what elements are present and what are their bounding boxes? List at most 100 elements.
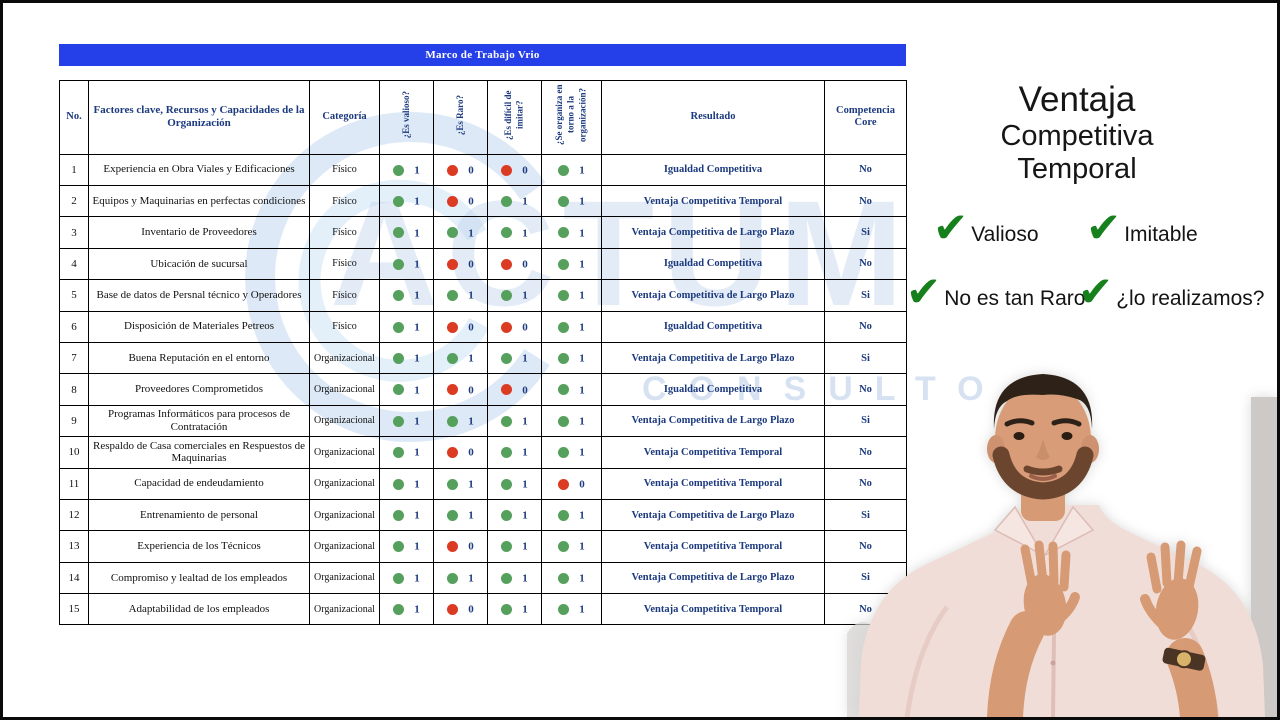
check-label-imitable: Imitable [1124,222,1198,246]
green-dot-icon [558,164,570,176]
row-no: 10 [59,436,89,469]
table-row: 9 Programas Informáticos para procesos d… [59,404,907,438]
dot-value: 1 [468,509,474,522]
row-category: Físico [309,184,380,218]
dot-value: 1 [579,195,585,208]
row-category: Organizacional [309,467,380,500]
row-organized-cell: 1 [541,279,602,312]
green-dot-icon [501,541,513,553]
row-no: 7 [59,341,89,375]
check-label-no-es-tan-raro: No es tan Raro [944,286,1086,310]
row-core: No [824,153,907,186]
row-factor: Base de datos de Persnal técnico y Opera… [88,279,310,312]
red-dot-icon [501,258,513,270]
table-row: 13 Experiencia de los Técnicos Organizac… [59,530,907,563]
vrio-framework-section: Marco de Trabajo Vrio No. Factores clave… [59,44,907,626]
row-result: Igualdad Competitiva [601,153,825,186]
row-no: 15 [59,593,89,626]
dot-value: 1 [468,415,474,428]
check-label-valioso: Valioso [971,222,1039,246]
row-imitate-cell: 1 [487,593,542,626]
row-core: Si [824,216,907,249]
row-imitate-cell: 1 [487,184,542,218]
green-dot-icon [393,447,405,459]
red-dot-icon [447,384,459,396]
table-row: 5 Base de datos de Persnal técnico y Ope… [59,279,907,312]
red-dot-icon [558,478,570,490]
green-dot-icon [558,541,570,553]
green-dot-icon [447,290,459,302]
dot-value: 1 [522,195,528,208]
green-dot-icon [501,196,513,207]
dot-value: 1 [468,478,474,491]
row-valuable-cell: 1 [379,216,434,249]
dot-value: 1 [522,540,528,553]
row-organized-cell: 1 [541,310,602,343]
side-title-line2: Competitiva [1000,120,1154,152]
row-no: 3 [59,216,89,249]
presenter-photo [847,374,1277,717]
green-dot-icon [393,321,405,333]
dot-value: 1 [414,383,420,396]
dot-value: 0 [579,478,585,491]
dot-value: 1 [468,572,474,585]
green-dot-icon [558,227,570,239]
row-category: Físico [309,216,380,249]
row-no: 9 [59,404,89,438]
dot-value: 1 [414,540,420,553]
dot-value: 1 [414,478,420,491]
row-factor: Respaldo de Casa comerciales en Respuest… [88,436,310,469]
row-category: Organizacional [309,498,380,532]
col-header-imitate-label: ¿Es difícil de imitar? [502,90,525,140]
row-valuable-cell: 1 [379,561,434,595]
table-row: 12 Entrenamiento de personal Organizacio… [59,498,907,532]
row-rare-cell: 0 [433,436,488,469]
green-dot-icon [558,290,570,302]
green-dot-icon [447,352,459,364]
col-header-core: Competencia Core [824,80,907,155]
green-dot-icon [393,352,405,364]
row-category: Físico [309,247,380,281]
col-header-no: No. [59,80,89,155]
dot-value: 1 [414,415,420,428]
row-no: 8 [59,373,89,406]
dot-value: 1 [522,509,528,522]
check-item-valioso: ✔ Valioso [933,207,1039,252]
row-category: Organizacional [309,436,380,469]
dot-value: 0 [522,164,528,177]
row-category: Organizacional [309,593,380,626]
row-result: Ventaja Competitiva Temporal [601,184,825,218]
row-factor: Adaptabilidad de los empleados [88,593,310,626]
green-dot-icon [447,415,459,427]
row-organized-cell: 1 [541,247,602,281]
col-header-factors: Factores clave, Recursos y Capacidades d… [88,80,310,155]
red-dot-icon [447,196,459,207]
col-header-rare-label: ¿Es Raro? [454,94,465,136]
dot-value: 0 [522,321,528,334]
row-category: Organizacional [309,530,380,563]
row-organized-cell: 1 [541,184,602,218]
dot-value: 0 [468,383,474,396]
table-title-banner: Marco de Trabajo Vrio [59,44,906,66]
row-factor: Inventario de Proveedores [88,216,310,249]
row-category: Físico [309,310,380,343]
row-core: Si [824,279,907,312]
green-dot-icon [501,227,513,239]
row-rare-cell: 0 [433,373,488,406]
dot-value: 1 [414,226,420,239]
row-organized-cell: 1 [541,216,602,249]
dot-value: 1 [468,352,474,365]
dot-value: 0 [468,195,474,208]
row-imitate-cell: 1 [487,530,542,563]
row-imitate-cell: 1 [487,341,542,375]
col-header-valuable: ¿Es valioso? [379,80,434,155]
row-rare-cell: 1 [433,467,488,500]
col-header-organized-label: ¿Se organiza en torno a la organización? [553,84,588,146]
green-dot-icon [393,572,405,584]
row-rare-cell: 0 [433,530,488,563]
table-row: 8 Proveedores Comprometidos Organizacion… [59,373,907,406]
row-valuable-cell: 1 [379,373,434,406]
row-rare-cell: 0 [433,153,488,186]
row-result: Ventaja Competitiva de Largo Plazo [601,216,825,249]
dot-value: 1 [522,289,528,302]
